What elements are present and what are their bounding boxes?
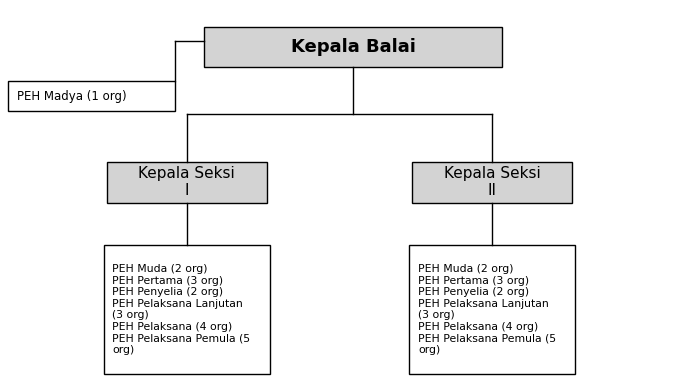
Text: PEH Muda (2 org)
PEH Pertama (3 org)
PEH Penyelia (2 org)
PEH Pelaksana Lanjutan: PEH Muda (2 org) PEH Pertama (3 org) PEH… [418,264,556,355]
Text: PEH Madya (1 org): PEH Madya (1 org) [18,89,127,103]
FancyBboxPatch shape [412,162,572,203]
Text: Kepala Balai: Kepala Balai [291,38,416,56]
FancyBboxPatch shape [409,245,575,374]
Text: Kepala Seksi
II: Kepala Seksi II [444,166,540,198]
Text: PEH Muda (2 org)
PEH Pertama (3 org)
PEH Penyelia (2 org)
PEH Pelaksana Lanjutan: PEH Muda (2 org) PEH Pertama (3 org) PEH… [113,264,251,355]
FancyBboxPatch shape [107,162,266,203]
Text: Kepala Seksi
I: Kepala Seksi I [139,166,235,198]
FancyBboxPatch shape [9,82,175,111]
FancyBboxPatch shape [204,27,502,67]
FancyBboxPatch shape [104,245,270,374]
